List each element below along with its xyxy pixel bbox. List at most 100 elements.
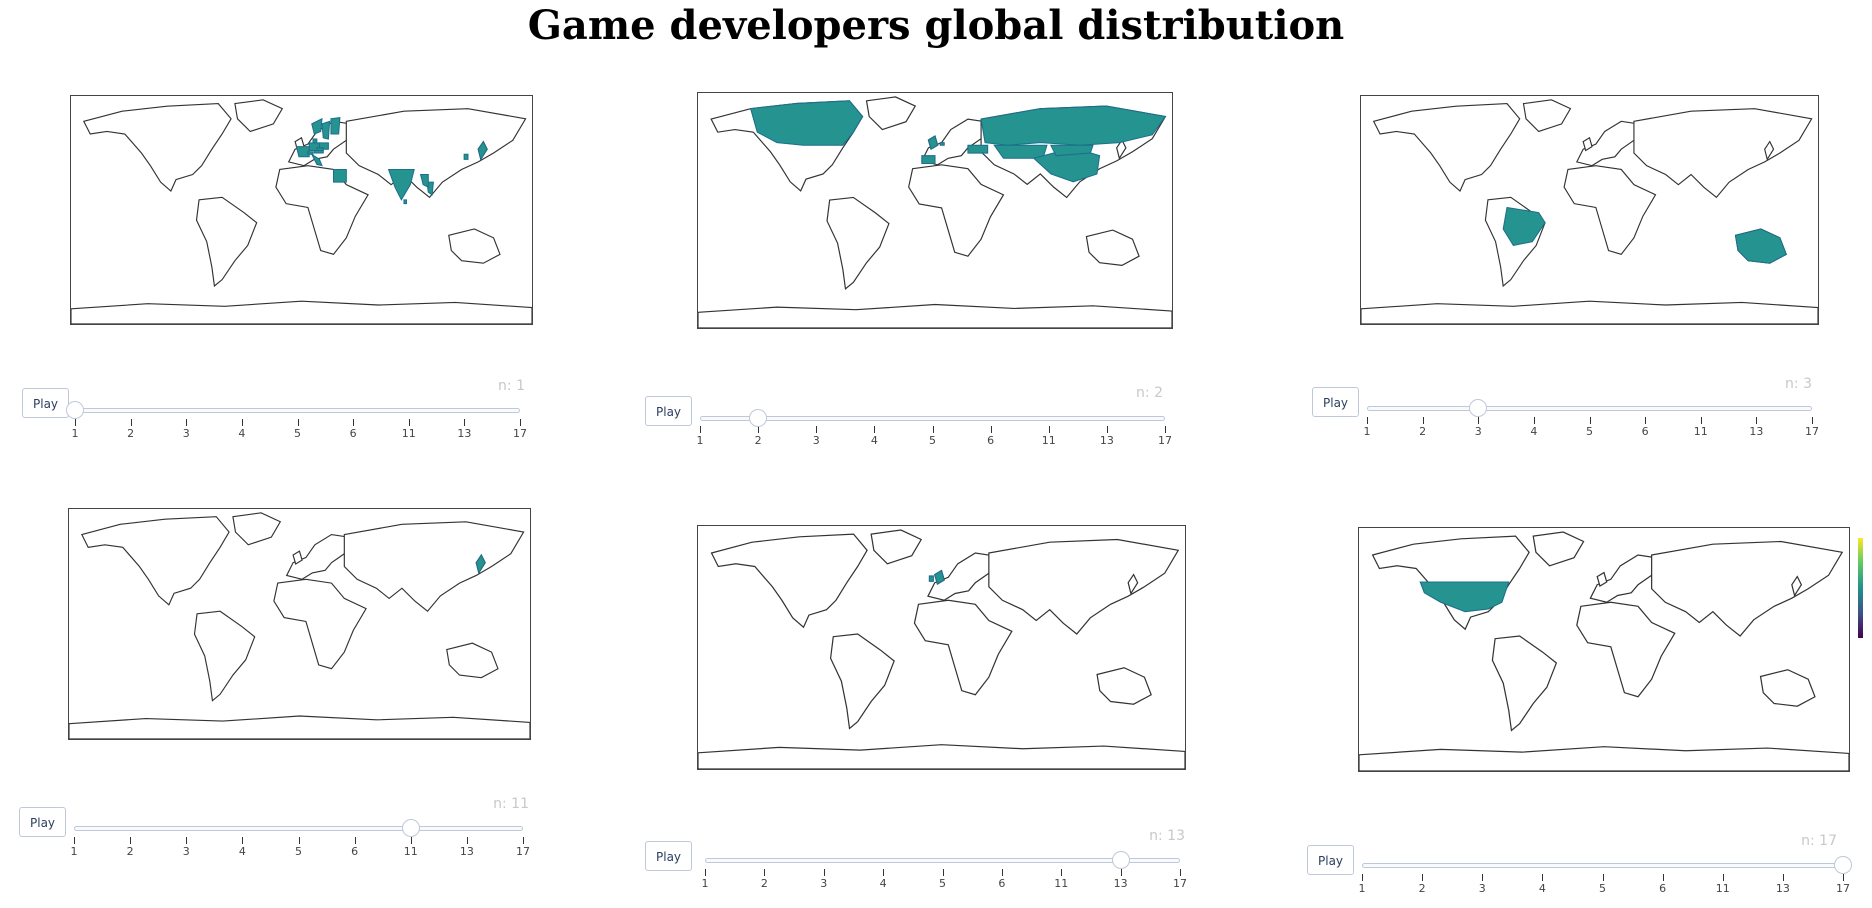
country-japan xyxy=(477,140,488,161)
slider-tick-label[interactable]: 13 xyxy=(1775,882,1790,895)
slider-tick-label[interactable]: 5 xyxy=(1599,882,1606,895)
slider-tick-label[interactable]: 3 xyxy=(182,427,190,440)
country-italy xyxy=(310,152,323,167)
land-japan xyxy=(1791,575,1803,598)
slider-tick-label[interactable]: 2 xyxy=(1418,882,1426,895)
slider-tick-label[interactable]: 2 xyxy=(1419,425,1427,438)
slider-tick-label[interactable]: 11 xyxy=(1041,434,1056,447)
land-greenland xyxy=(865,96,917,131)
slider-track[interactable] xyxy=(1362,863,1843,868)
slider-tick-label[interactable]: 4 xyxy=(238,845,246,858)
play-button[interactable]: Play xyxy=(645,396,693,426)
play-button[interactable]: Play xyxy=(1307,845,1355,875)
slider-tick-label[interactable]: 1 xyxy=(71,427,79,440)
slider-tick xyxy=(990,426,992,433)
slider-tick-label[interactable]: 3 xyxy=(1478,882,1486,895)
world-map-panel[interactable] xyxy=(1358,527,1850,772)
world-map-panel[interactable] xyxy=(70,95,533,325)
slider-tick-label[interactable]: 4 xyxy=(238,427,246,440)
slider-tick-label[interactable]: 1 xyxy=(1358,882,1366,895)
slider-tick-label[interactable]: 3 xyxy=(820,877,828,890)
slider-tick-label[interactable]: 2 xyxy=(754,434,762,447)
slider-tick-label[interactable]: 6 xyxy=(1659,882,1667,895)
slider-tick-label[interactable]: 4 xyxy=(1530,425,1538,438)
slider-tick-label[interactable]: 17 xyxy=(516,845,530,858)
slider-handle[interactable] xyxy=(401,819,420,837)
slider-tick-label[interactable]: 11 xyxy=(401,427,416,440)
slider-tick-label[interactable]: 3 xyxy=(812,434,820,447)
slider-tick-label[interactable]: 1 xyxy=(701,877,709,890)
slider-track[interactable] xyxy=(700,416,1165,421)
slider-tick xyxy=(1756,417,1758,424)
slider-tick-label[interactable]: 6 xyxy=(349,427,357,440)
slider-tick xyxy=(464,419,466,426)
slider-tick-label[interactable]: 1 xyxy=(1363,425,1371,438)
world-map-panel[interactable] xyxy=(697,92,1173,329)
world-map-panel[interactable] xyxy=(68,508,531,740)
slider-tick-label[interactable]: 13 xyxy=(459,845,474,858)
slider-tick-label[interactable]: 11 xyxy=(403,845,418,858)
slider-tick-label[interactable]: 5 xyxy=(294,427,301,440)
slider-tick xyxy=(1662,874,1664,881)
country-kazakhstan xyxy=(993,144,1048,159)
land-antarctica xyxy=(1361,300,1818,324)
country-sri-lanka xyxy=(403,199,408,205)
slider-tick-label[interactable]: 2 xyxy=(760,877,768,890)
slider-tick-label[interactable]: 11 xyxy=(1693,425,1708,438)
slider-tick-label[interactable]: 13 xyxy=(457,427,472,440)
slider-tick-label[interactable]: 1 xyxy=(696,434,704,447)
slider-tick-label[interactable]: 17 xyxy=(1158,434,1172,447)
slider-tick-label[interactable]: 5 xyxy=(1586,425,1593,438)
slider-handle[interactable] xyxy=(66,401,84,419)
slider-tick xyxy=(75,419,76,426)
play-button[interactable]: Play xyxy=(19,807,67,837)
slider-tick-label[interactable]: 2 xyxy=(126,845,134,858)
slider-tick-label[interactable]: 1 xyxy=(70,845,78,858)
slider-tick-label[interactable]: 13 xyxy=(1749,425,1764,438)
slider-tick-label[interactable]: 13 xyxy=(1099,434,1114,447)
slider-track[interactable] xyxy=(705,858,1180,863)
land-south-america xyxy=(193,610,256,702)
slider-handle[interactable] xyxy=(1834,856,1852,874)
slider-tick-label[interactable]: 17 xyxy=(1836,882,1850,895)
slider-track[interactable] xyxy=(75,408,520,413)
slider-tick-label[interactable]: 4 xyxy=(1538,882,1546,895)
land-africa xyxy=(275,165,369,255)
slider-tick-label[interactable]: 6 xyxy=(351,845,359,858)
land-japan xyxy=(1127,573,1139,596)
slider-tick-label[interactable]: 11 xyxy=(1054,877,1069,890)
slider-tick-label[interactable]: 5 xyxy=(295,845,302,858)
slider-tick-label[interactable]: 5 xyxy=(939,877,946,890)
play-button[interactable]: Play xyxy=(645,841,693,871)
country-france xyxy=(295,146,310,158)
play-button[interactable]: Play xyxy=(22,388,70,418)
slider-tick-label[interactable]: 4 xyxy=(879,877,887,890)
slider-tick-label[interactable]: 17 xyxy=(513,427,527,440)
slider-tick-label[interactable]: 2 xyxy=(127,427,135,440)
slider-tick-label[interactable]: 6 xyxy=(1641,425,1649,438)
slider-tick-label[interactable]: 11 xyxy=(1715,882,1730,895)
slider-tick xyxy=(1106,426,1108,433)
slider-track[interactable] xyxy=(74,826,523,831)
slider-tick-label[interactable]: 13 xyxy=(1113,877,1128,890)
slider-tick-label[interactable]: 17 xyxy=(1805,425,1819,438)
land-antarctica xyxy=(698,744,1185,769)
slider-tick-label[interactable]: 4 xyxy=(870,434,878,447)
world-map-panel[interactable] xyxy=(697,525,1186,770)
slider-tick xyxy=(130,419,132,426)
slider-tick-label[interactable]: 17 xyxy=(1173,877,1187,890)
slider-handle[interactable] xyxy=(1469,399,1488,417)
slider-tick xyxy=(1478,417,1480,424)
slider-tick-label[interactable]: 5 xyxy=(929,434,936,447)
play-button[interactable]: Play xyxy=(1312,387,1360,417)
slider-tick xyxy=(1482,874,1484,881)
slider-handle[interactable] xyxy=(1111,851,1130,869)
slider-track[interactable] xyxy=(1367,406,1812,411)
slider-tick-label[interactable]: 3 xyxy=(182,845,190,858)
slider-handle[interactable] xyxy=(749,409,768,427)
world-map-panel[interactable] xyxy=(1360,95,1819,325)
land-north-america xyxy=(1372,103,1521,192)
slider-tick-label[interactable]: 6 xyxy=(998,877,1006,890)
slider-tick-label[interactable]: 6 xyxy=(987,434,995,447)
slider-tick-label[interactable]: 3 xyxy=(1474,425,1482,438)
